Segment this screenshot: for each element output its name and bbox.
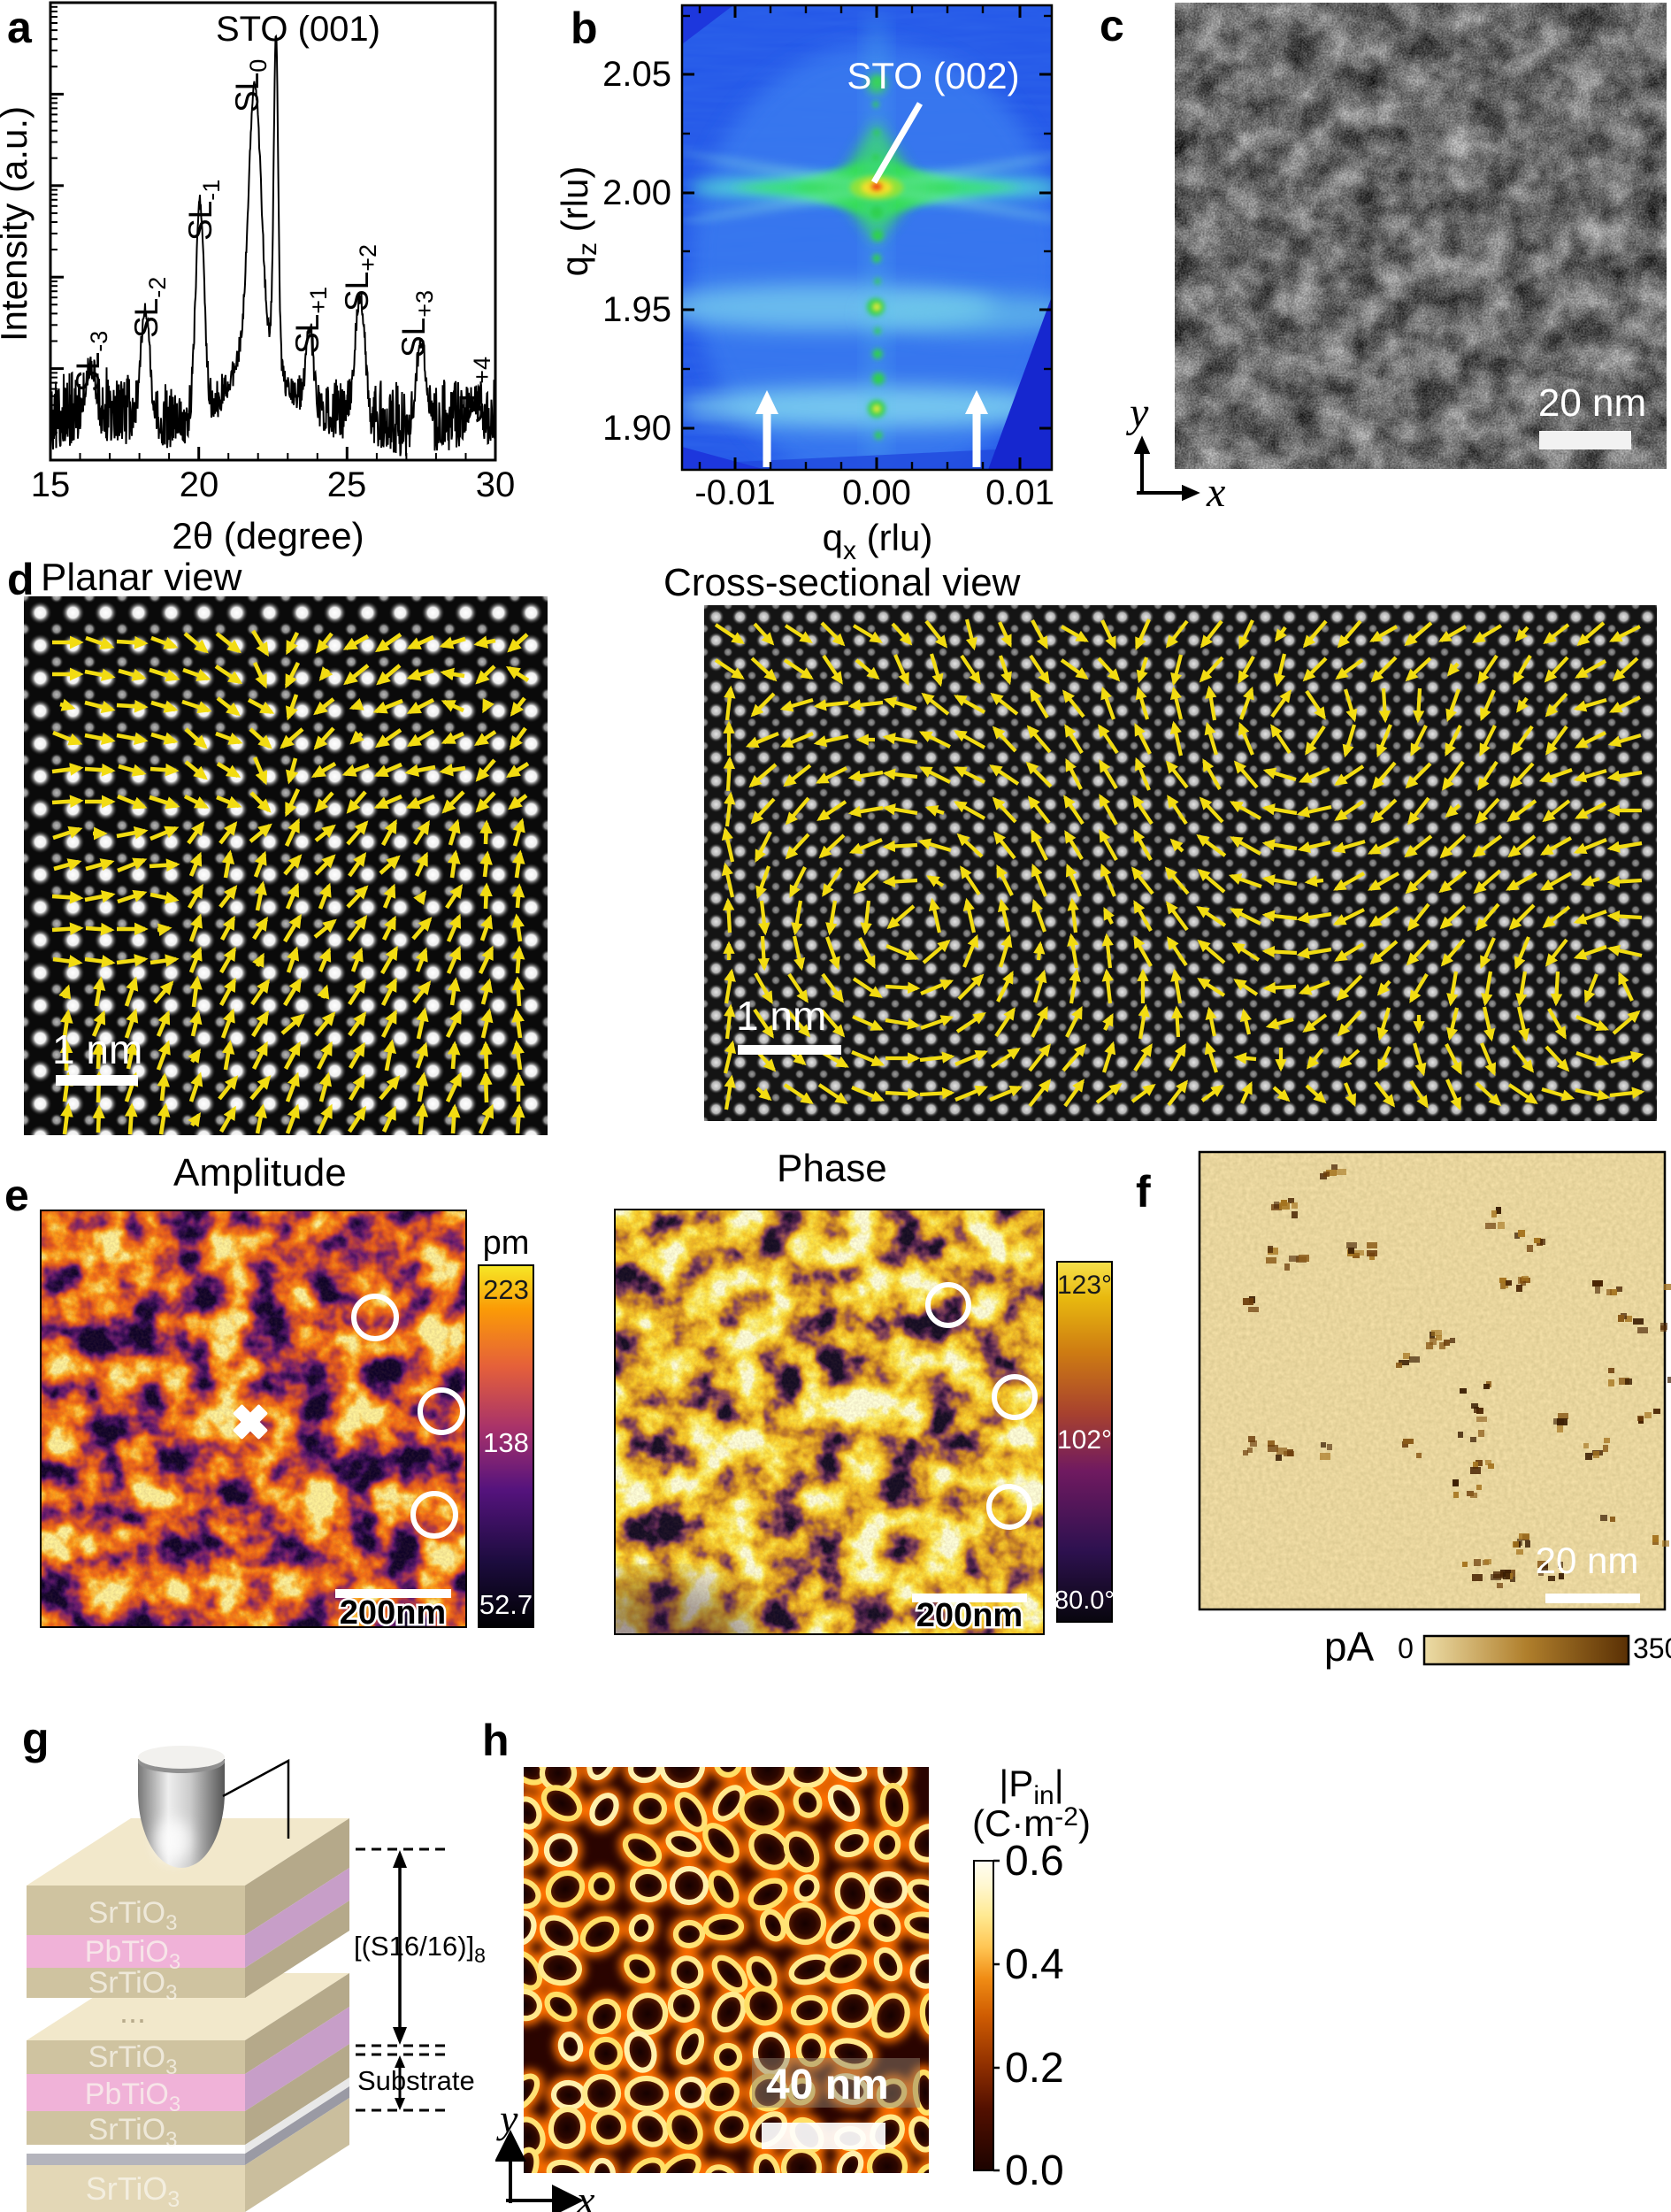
svg-text:-0.01: -0.01 [694, 473, 775, 512]
svg-text:Intensity (a.u.): Intensity (a.u.) [0, 106, 34, 342]
svg-text:350: 350 [1633, 1632, 1671, 1664]
svg-text:80.0°: 80.0° [1054, 1586, 1115, 1615]
svg-text:STO (001): STO (001) [216, 10, 380, 49]
svg-text:200nm: 200nm [340, 1594, 446, 1632]
svg-text:y: y [1125, 389, 1149, 436]
svg-text:138: 138 [483, 1427, 529, 1458]
svg-text:20: 20 [180, 465, 219, 504]
svg-text:15: 15 [31, 465, 71, 504]
svg-text:SL+2: SL+2 [339, 244, 381, 311]
svg-text:y: y [496, 2096, 518, 2141]
svg-text:...: ... [119, 1993, 146, 2030]
svg-text:Substrate: Substrate [357, 2065, 475, 2096]
svg-text:123°: 123° [1057, 1271, 1112, 1300]
svg-text:SrTiO3: SrTiO3 [88, 1896, 178, 1935]
svg-text:200nm: 200nm [916, 1597, 1023, 1634]
svg-text:20 nm: 20 nm [1536, 1540, 1639, 1581]
svg-text:30: 30 [476, 465, 516, 504]
svg-text:PbTiO3: PbTiO3 [85, 1935, 180, 1974]
svg-text:0.00: 0.00 [842, 473, 911, 512]
svg-text:SL-1: SL-1 [182, 180, 225, 241]
svg-text:0.6: 0.6 [1005, 1838, 1064, 1885]
svg-text:SL+1: SL+1 [289, 287, 332, 354]
svg-text:2.05: 2.05 [602, 55, 671, 94]
svg-text:1.95: 1.95 [602, 290, 671, 329]
svg-text:0: 0 [1398, 1632, 1414, 1664]
svg-text:1 nm: 1 nm [736, 993, 826, 1039]
svg-text:SL+3: SL+3 [395, 290, 438, 357]
svg-text:x: x [1206, 469, 1225, 516]
svg-text:qz (rlu): qz (rlu) [557, 166, 602, 277]
svg-text:SrTiO3: SrTiO3 [88, 2113, 178, 2152]
svg-text:2.00: 2.00 [602, 173, 671, 212]
svg-text:SrTiO3: SrTiO3 [88, 2040, 178, 2079]
svg-text:[(S16/16)]8: [(S16/16)]8 [354, 1931, 486, 1967]
svg-text:SL+4: SL+4 [453, 357, 495, 424]
svg-text:pm: pm [483, 1225, 530, 1262]
svg-text:25: 25 [327, 465, 367, 504]
svg-text:STO (002): STO (002) [847, 55, 1019, 96]
svg-text:0.0: 0.0 [1005, 2147, 1064, 2194]
svg-text:0.01: 0.01 [985, 473, 1054, 512]
svg-text:(C·m-2): (C·m-2) [972, 1802, 1091, 1844]
svg-text:2θ (degree): 2θ (degree) [172, 515, 364, 557]
svg-text:pA: pA [1324, 1624, 1375, 1670]
svg-text:SrTiO3: SrTiO3 [86, 2170, 180, 2212]
svg-text:20 nm: 20 nm [1538, 381, 1646, 425]
svg-text:0.4: 0.4 [1005, 1941, 1064, 1988]
svg-text:40 nm: 40 nm [766, 2062, 889, 2108]
svg-text:0.2: 0.2 [1005, 2045, 1064, 2092]
svg-text:SL-3: SL-3 [70, 331, 112, 392]
svg-text:PbTiO3: PbTiO3 [85, 2078, 180, 2116]
svg-text:1.90: 1.90 [602, 409, 671, 448]
svg-text:SL0: SL0 [229, 59, 272, 112]
svg-text:qx (rlu): qx (rlu) [823, 517, 933, 565]
svg-text:SrTiO3: SrTiO3 [88, 1966, 178, 2005]
svg-text:SL-2: SL-2 [128, 277, 171, 338]
svg-text:102°: 102° [1057, 1425, 1112, 1455]
svg-text:1 nm: 1 nm [52, 1026, 142, 1072]
svg-text:52.7: 52.7 [479, 1589, 533, 1620]
svg-text:x: x [576, 2177, 595, 2212]
svg-text:223: 223 [483, 1274, 529, 1305]
